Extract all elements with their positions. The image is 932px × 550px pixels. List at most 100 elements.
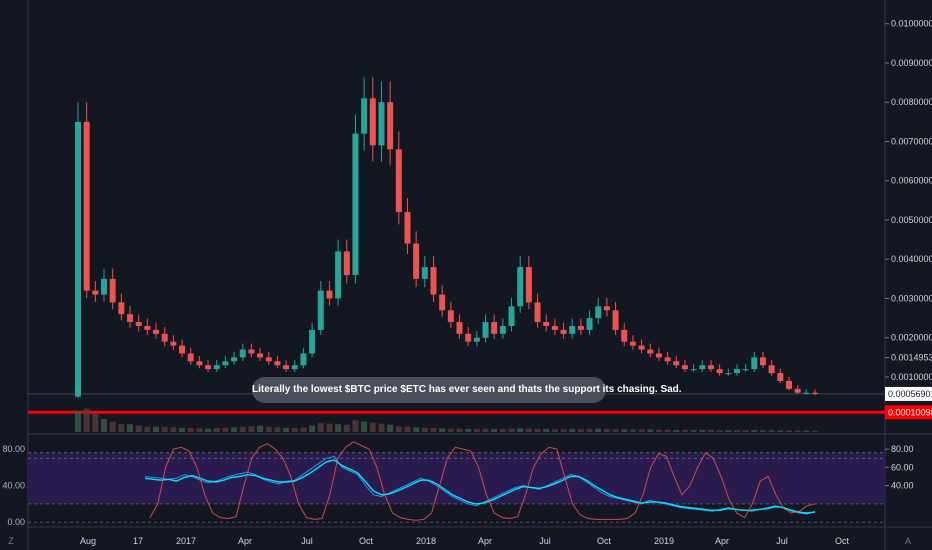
x-tick-label: Jul — [301, 536, 313, 546]
candle-body — [439, 294, 446, 311]
volume-bar — [144, 426, 151, 432]
candle-body — [231, 357, 238, 362]
x-tick-label: Jul — [539, 536, 551, 546]
volume-bar — [491, 428, 498, 432]
volume-bar — [404, 426, 411, 432]
volume-bar — [248, 426, 255, 432]
x-tick-label: 2017 — [176, 536, 196, 546]
candle-body — [205, 365, 212, 370]
rsi-tick-label: 60.00 — [891, 462, 914, 472]
volume-bar — [465, 428, 472, 432]
candle-body — [647, 349, 654, 354]
candle-body — [569, 325, 576, 334]
candle-body — [413, 243, 420, 279]
candle-body — [404, 212, 411, 244]
support-price-label: 0.00010098 — [888, 407, 932, 417]
volume-bar — [387, 424, 394, 432]
rsi-tick-label: 80.00 — [891, 444, 914, 454]
candle-body — [595, 306, 602, 319]
candle-body — [673, 361, 680, 366]
volume-bar — [222, 427, 229, 432]
candle-body — [274, 361, 281, 366]
candle-body — [803, 392, 810, 394]
candle-body — [751, 357, 758, 370]
candle-body — [577, 325, 584, 330]
volume-bar — [205, 428, 212, 432]
candle-body — [309, 329, 316, 354]
volume-bar — [716, 430, 723, 432]
candle-body — [335, 251, 342, 299]
candle-body — [629, 341, 636, 346]
volume-bar — [699, 429, 706, 432]
candle-body — [239, 349, 246, 358]
volume-bar — [300, 427, 307, 432]
x-tick-label: Aug — [80, 536, 96, 546]
volume-bar — [733, 430, 740, 432]
candle-body — [213, 365, 220, 370]
candle-body — [742, 369, 749, 371]
z-icon[interactable]: Z — [8, 536, 14, 546]
candle-body — [690, 369, 697, 371]
volume-bar — [681, 429, 688, 432]
rsi-left-tick-label: 0.00 — [7, 517, 25, 527]
rsi-left-tick-label: 40.00 — [2, 481, 25, 491]
volume-bar — [274, 427, 281, 432]
volume-bar — [378, 423, 385, 432]
auto-scale-icon[interactable]: A — [904, 536, 911, 546]
volume-bar — [213, 428, 220, 432]
volume-bar — [517, 428, 524, 432]
candle-body — [603, 306, 610, 311]
volume-bar — [231, 427, 238, 432]
volume-bar — [742, 430, 749, 432]
rsi-left-tick-label: 80.00 — [2, 444, 25, 454]
rsi-band — [28, 452, 885, 504]
candle-body — [759, 357, 766, 366]
volume-bar — [317, 422, 324, 432]
candle-body — [343, 251, 350, 275]
candle-body — [92, 290, 99, 295]
volume-bar — [343, 424, 350, 432]
volume-bar — [92, 413, 99, 432]
candle-body — [248, 349, 255, 354]
volume-bar — [803, 430, 810, 432]
volume-bar — [603, 428, 610, 432]
volume-bar — [751, 429, 758, 432]
volume-bar — [75, 411, 81, 432]
volume-bar — [473, 428, 480, 432]
candle-body — [387, 102, 394, 150]
candle-body — [161, 333, 168, 342]
candle-body — [491, 322, 498, 334]
volume-bar — [482, 428, 489, 432]
candle-body — [655, 353, 662, 358]
volume-bar — [265, 426, 272, 432]
candle-body — [291, 365, 298, 370]
volume-bar — [447, 428, 454, 432]
volume-bar — [612, 429, 619, 432]
x-tick-label: Apr — [238, 536, 252, 546]
candle-body — [361, 98, 368, 134]
candle-body — [395, 149, 402, 213]
candle-body — [517, 267, 524, 307]
candle-body — [777, 373, 784, 381]
annotation-callout[interactable]: Literally the lowest $BTC price $ETC has… — [252, 377, 682, 403]
candle-body — [465, 333, 472, 342]
candle-body — [612, 310, 619, 330]
candle-body — [153, 329, 160, 334]
candle-body — [716, 369, 723, 374]
candle-body — [551, 325, 558, 330]
volume-bar — [291, 428, 298, 432]
x-tick-label: 2018 — [416, 536, 436, 546]
rsi-tick-label: 40.00 — [891, 481, 914, 491]
candle-body — [812, 392, 818, 394]
x-tick-label: Oct — [359, 536, 374, 546]
volume-bar — [456, 428, 463, 432]
volume-bar — [508, 428, 515, 432]
current-price-label: 0.00056901 — [888, 389, 932, 399]
